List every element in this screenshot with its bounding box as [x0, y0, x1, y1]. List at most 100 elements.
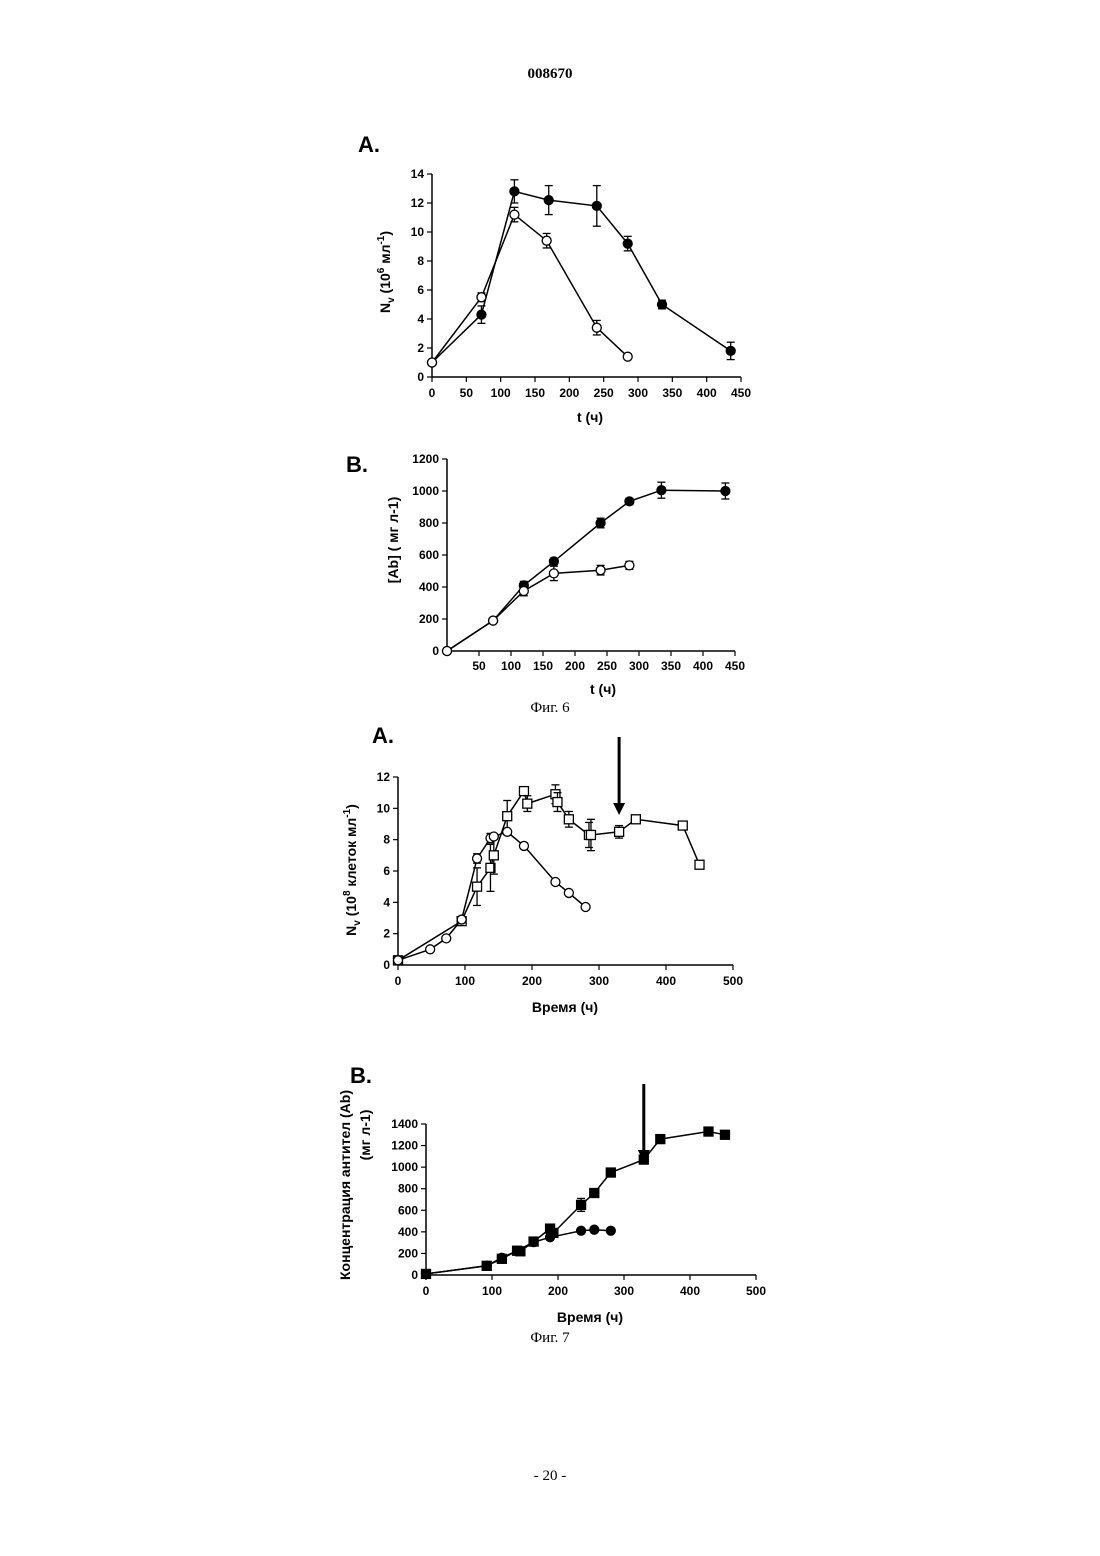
series-line — [432, 191, 731, 362]
y-tick-label: 800 — [419, 516, 439, 530]
y-tick-label: 4 — [417, 312, 424, 326]
fig6-panel-a-label: A. — [358, 132, 380, 157]
data-point — [564, 815, 573, 824]
fig7-b-y-axis-label: Концентрация антител (Ab) — [337, 1090, 353, 1280]
y-tick-label: 0 — [411, 1268, 418, 1282]
y-tick-label: 2 — [417, 341, 424, 355]
data-point — [477, 293, 486, 302]
x-tick-label: 200 — [565, 659, 585, 673]
x-tick-label: 200 — [559, 386, 579, 400]
y-tick-label: 14 — [411, 167, 425, 181]
data-point — [726, 346, 735, 355]
data-point — [623, 352, 632, 361]
y-tick-label: 1000 — [412, 484, 439, 498]
x-tick-label: 100 — [491, 386, 511, 400]
data-point — [678, 821, 687, 830]
x-tick-label: 300 — [629, 659, 649, 673]
y-tick-label: 200 — [419, 612, 439, 626]
data-point — [503, 812, 512, 821]
x-tick-label: 500 — [723, 974, 743, 988]
x-tick-label: 50 — [460, 386, 474, 400]
data-point — [596, 519, 605, 528]
y-tick-label: 10 — [377, 801, 391, 815]
data-point — [657, 486, 666, 495]
fig7-panel-b-chart: B. Время (ч) Концентрация антител (Ab) (… — [0, 1040, 1100, 1330]
fig6-caption: Фиг. 6 — [0, 700, 1100, 717]
y-tick-label: 4 — [383, 895, 390, 909]
data-point — [442, 934, 451, 943]
x-tick-label: 200 — [548, 1284, 568, 1298]
y-tick-label: 0 — [432, 644, 439, 658]
fig7-caption: Фиг. 7 — [0, 1330, 1100, 1347]
data-point — [577, 1200, 586, 1209]
fig6-panel-b-chart: B. t (ч) [Ab] ( мг л-1) 5010015020025030… — [0, 450, 1100, 700]
data-point — [510, 210, 519, 219]
y-tick-label: 0 — [383, 958, 390, 972]
data-point — [606, 1168, 615, 1177]
x-tick-label: 250 — [597, 659, 617, 673]
document-number: 008670 — [0, 66, 1100, 83]
data-point — [422, 1269, 431, 1278]
x-tick-label: 100 — [482, 1284, 502, 1298]
fig6-b-y-axis-label: [Ab] ( мг л-1) — [385, 497, 401, 584]
fig6-a-y-axis-label: Nv (106 мл-1) — [376, 231, 397, 313]
x-tick-label: 100 — [501, 659, 521, 673]
y-tick-label: 800 — [398, 1182, 418, 1196]
data-point — [551, 877, 560, 886]
data-point — [721, 487, 730, 496]
annotation-arrow-head — [613, 803, 625, 815]
fig7-b-y-axis-unit: (мг л-1) — [357, 1110, 373, 1161]
y-tick-label: 6 — [383, 864, 390, 878]
data-point — [489, 616, 498, 625]
data-point — [473, 854, 482, 863]
data-point — [513, 1246, 522, 1255]
fig7-panel-a-label: A. — [372, 723, 394, 748]
fig7-a-x-axis-label: Время (ч) — [532, 999, 598, 1015]
data-point — [590, 1225, 599, 1234]
y-tick-label: 200 — [398, 1246, 418, 1260]
data-point — [606, 1226, 615, 1235]
data-point — [497, 1253, 506, 1262]
data-point — [443, 647, 452, 656]
data-point — [542, 236, 551, 245]
fig6-b-x-axis-label: t (ч) — [590, 681, 616, 697]
data-point — [394, 956, 403, 965]
y-tick-label: 12 — [411, 196, 425, 210]
data-point — [457, 915, 466, 924]
data-point — [489, 832, 498, 841]
data-point — [615, 827, 624, 836]
y-tick-label: 1200 — [412, 452, 439, 466]
series-line — [426, 1132, 725, 1274]
series-line — [447, 565, 629, 651]
data-point — [519, 841, 528, 850]
x-tick-label: 150 — [525, 386, 545, 400]
data-point — [473, 882, 482, 891]
y-tick-label: 6 — [417, 283, 424, 297]
data-point — [577, 1226, 586, 1235]
data-point — [592, 323, 601, 332]
x-tick-label: 250 — [594, 386, 614, 400]
data-point — [656, 1135, 665, 1144]
data-point — [658, 300, 667, 309]
data-point — [426, 945, 435, 954]
data-point — [623, 239, 632, 248]
data-point — [519, 587, 528, 596]
fig7-b-x-axis-label: Время (ч) — [557, 1309, 623, 1325]
x-tick-label: 100 — [455, 974, 475, 988]
y-tick-label: 2 — [383, 927, 390, 941]
data-point — [625, 561, 634, 570]
y-tick-label: 1200 — [391, 1139, 418, 1153]
x-tick-label: 400 — [680, 1284, 700, 1298]
data-point — [503, 827, 512, 836]
x-tick-label: 400 — [697, 386, 717, 400]
x-tick-label: 500 — [746, 1284, 766, 1298]
x-tick-label: 0 — [423, 1284, 430, 1298]
x-tick-label: 350 — [662, 386, 682, 400]
y-tick-label: 0 — [417, 370, 424, 384]
fig7-panel-a-chart: A. Время (ч) Nv (108 клеток мл-1) 010020… — [0, 720, 1100, 1020]
y-tick-label: 1000 — [391, 1160, 418, 1174]
x-tick-label: 300 — [628, 386, 648, 400]
data-point — [586, 830, 595, 839]
x-tick-label: 300 — [614, 1284, 634, 1298]
fig7-a-y-axis-label: Nv (108 клеток мл-1) — [342, 804, 363, 936]
